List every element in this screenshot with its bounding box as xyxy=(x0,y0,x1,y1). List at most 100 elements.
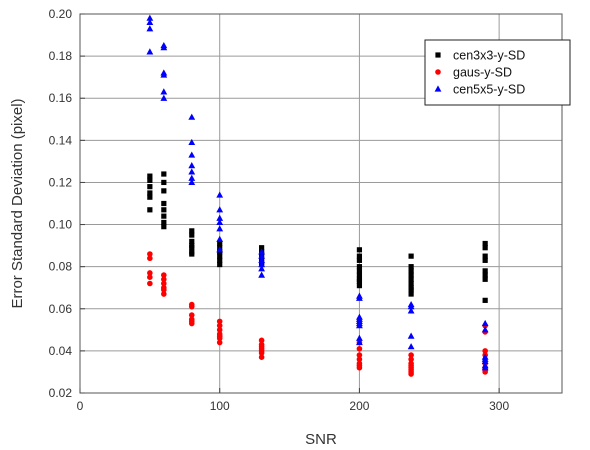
circle-data-point xyxy=(216,322,223,329)
triangle-data-point xyxy=(188,174,196,181)
triangle-data-point xyxy=(356,338,363,346)
square-data-point xyxy=(408,272,414,278)
circle-data-point xyxy=(408,352,414,358)
square-data-point xyxy=(482,240,488,247)
triangle-data-point xyxy=(216,246,224,253)
legend: cen3x3-y-SD gaus-y-SD cen5x5-y-SD xyxy=(424,39,571,106)
circle-data-point xyxy=(258,354,265,361)
square-data-point xyxy=(356,264,363,270)
triangle-data-point xyxy=(188,151,196,158)
circle-data-point xyxy=(161,272,167,278)
circle-data-point xyxy=(161,280,167,287)
square-data-point xyxy=(356,278,363,285)
circle-data-point xyxy=(147,274,153,280)
y-tick-label: 0.06 xyxy=(49,302,73,316)
triangle-data-point xyxy=(481,326,489,333)
square-data-point xyxy=(408,291,414,297)
square-data-point xyxy=(482,257,488,263)
circle-data-point xyxy=(408,371,414,377)
legend-marker-square xyxy=(435,52,441,58)
square-data-point xyxy=(408,287,414,293)
triangle-data-point xyxy=(188,113,196,120)
circle-data-point xyxy=(147,251,153,257)
legend-label: gaus-y-SD xyxy=(453,66,512,80)
square-data-point xyxy=(161,213,167,219)
square-data-point xyxy=(189,238,195,244)
square-data-point xyxy=(482,272,488,278)
circle-data-point xyxy=(161,291,167,297)
x-tick-label: 100 xyxy=(210,399,230,413)
triangle-data-point xyxy=(146,18,154,26)
square-data-point xyxy=(161,224,167,230)
circle-data-point xyxy=(188,312,195,318)
square-data-point xyxy=(147,207,153,213)
triangle-data-point xyxy=(481,357,489,365)
square-data-point xyxy=(356,247,363,253)
legend-marker-circle xyxy=(435,69,441,75)
circle-data-point xyxy=(161,287,167,293)
square-data-point xyxy=(408,280,414,287)
square-data-point xyxy=(217,253,223,259)
y-tick-label: 0.20 xyxy=(49,7,73,21)
legend-label: cen3x3-y-SD xyxy=(453,49,525,63)
y-axis-title: Error Standard Deviation (pixel) xyxy=(9,98,26,308)
circle-data-point xyxy=(258,350,265,356)
square-data-point xyxy=(217,257,223,263)
triangle-data-point xyxy=(160,88,168,95)
triangle-data-point xyxy=(216,235,224,242)
triangle-data-point xyxy=(188,178,196,186)
square-data-point xyxy=(161,179,167,186)
circle-data-point xyxy=(216,318,223,325)
y-tick-label: 0.14 xyxy=(49,133,73,147)
triangle-data-point xyxy=(258,248,266,255)
y-tick-label: 0.12 xyxy=(49,175,73,189)
circle-data-point xyxy=(216,339,223,346)
square-data-point xyxy=(482,276,488,282)
legend-box xyxy=(424,39,571,106)
triangle-data-point xyxy=(356,334,363,341)
triangle-data-point xyxy=(160,71,168,78)
triangle-data-point xyxy=(216,191,224,198)
legend-label: cen5x5-y-SD xyxy=(453,83,525,97)
square-data-point xyxy=(147,177,153,183)
square-data-point xyxy=(408,268,414,274)
triangle-data-point xyxy=(146,25,154,32)
circle-data-point xyxy=(147,255,153,262)
square-data-point xyxy=(356,257,363,263)
y-tick-label: 0.04 xyxy=(49,344,73,358)
triangle-data-point xyxy=(258,265,266,272)
circle-data-point xyxy=(482,348,488,354)
circle-data-point xyxy=(356,356,363,363)
triangle-data-point xyxy=(258,271,266,278)
circle-data-point xyxy=(408,356,414,363)
circle-data-point xyxy=(356,345,363,352)
triangle-data-point xyxy=(216,214,224,221)
circle-data-point xyxy=(161,276,167,283)
x-tick-label: 200 xyxy=(349,399,369,413)
plot-frame xyxy=(79,13,563,394)
triangle-data-point xyxy=(407,343,415,350)
square-data-point xyxy=(482,245,488,251)
triangle-data-point xyxy=(216,225,224,232)
circle-data-point xyxy=(147,280,153,287)
square-data-point xyxy=(482,297,488,303)
triangle-data-point xyxy=(216,218,224,226)
square-data-point xyxy=(147,184,153,190)
square-data-point xyxy=(161,207,167,213)
square-data-point xyxy=(147,194,153,200)
square-data-point xyxy=(161,171,167,177)
axis-ticks: 0.02 0.04 0.06 0.08 0.10 0.12 0.14 0.16 0.18 0.20… xyxy=(49,7,510,413)
circle-data-point xyxy=(356,364,363,371)
y-tick-label: 0.16 xyxy=(49,91,73,105)
x-axis-title: SNR xyxy=(305,431,337,448)
data-marks xyxy=(146,14,489,377)
square-data-point xyxy=(408,253,414,259)
triangle-data-point xyxy=(160,94,168,101)
y-tick-label: 0.02 xyxy=(49,386,73,400)
series-cen5x5-y-SD xyxy=(146,14,489,371)
square-data-point xyxy=(356,272,363,278)
square-data-point xyxy=(147,190,153,196)
triangle-data-point xyxy=(258,260,266,268)
circle-data-point xyxy=(216,327,223,333)
circle-data-point xyxy=(258,337,265,344)
